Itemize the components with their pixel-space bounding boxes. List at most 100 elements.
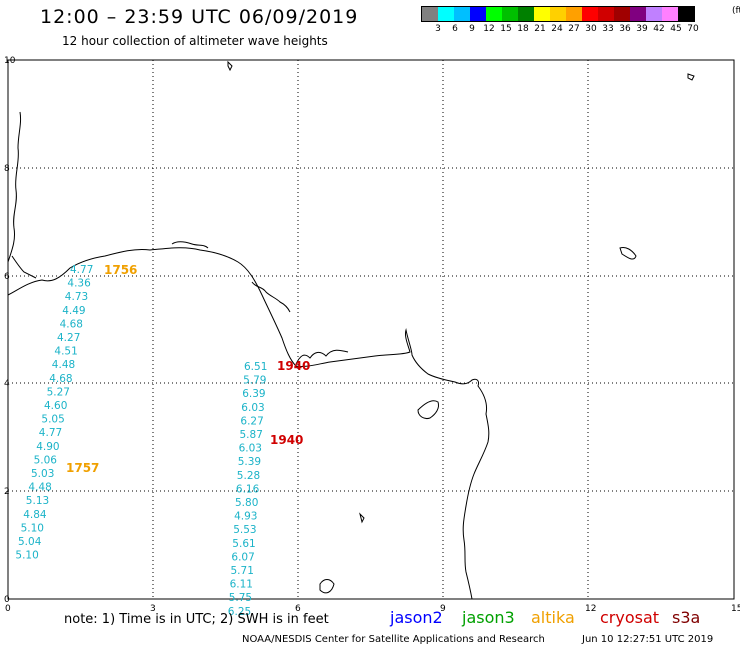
swh-value: 4.90 (36, 441, 59, 453)
legend-label: 3 (435, 24, 441, 34)
legend-label: 36 (619, 24, 631, 34)
legend-label: 27 (568, 24, 580, 34)
legend-swatch (438, 7, 454, 21)
swh-value: 4.77 (39, 427, 62, 439)
swh-value: 6.39 (242, 388, 265, 400)
swh-value: 5.06 (34, 454, 58, 466)
swh-value: 4.48 (28, 482, 51, 494)
legend-label: 21 (534, 24, 546, 34)
legend-swatch (678, 7, 694, 21)
swh-value: 5.39 (238, 456, 261, 468)
swh-value: 4.93 (234, 511, 257, 523)
legend-label: 9 (469, 24, 475, 34)
x-tick-label: 0 (5, 604, 11, 614)
x-tick-labels: 0 3 6 9 12 15 (5, 604, 740, 614)
legend-swatch (470, 7, 486, 21)
swh-value: 6.16 (236, 483, 260, 495)
map-frame (7, 59, 735, 600)
legend-label: 24 (551, 24, 563, 34)
legend-swatch (614, 7, 630, 21)
swh-value: 5.27 (47, 386, 70, 398)
swh-value: 5.04 (18, 536, 42, 548)
swh-value: 5.03 (31, 468, 54, 480)
generated-timestamp: Jun 10 12:27:51 UTC 2019 (582, 634, 714, 645)
legend-swatch (662, 7, 678, 21)
pass-time-label: 1940 (270, 433, 303, 447)
swh-value: 5.75 (229, 592, 252, 604)
swh-value: 5.80 (235, 497, 258, 509)
satellite-name: altika (531, 608, 575, 627)
legend-label: 15 (500, 24, 512, 34)
legend-unit: (ft) (732, 6, 740, 16)
x-tick-label: 12 (585, 604, 596, 614)
swh-value: 5.71 (231, 565, 254, 577)
swh-value: 5.87 (240, 429, 263, 441)
legend-swatch (550, 7, 566, 21)
y-tick-label: 2 (4, 487, 10, 497)
legend-swatch (502, 7, 518, 21)
swh-value: 6.11 (230, 579, 253, 591)
y-tick-label: 4 (4, 379, 10, 389)
pass-time-label: 1756 (104, 263, 137, 277)
legend-label: 42 (653, 24, 665, 34)
swh-value: 5.05 (41, 414, 64, 426)
credit-line: NOAA/NESDIS Center for Satellite Applica… (242, 634, 545, 645)
legend-swatch (486, 7, 502, 21)
swh-value: 5.28 (237, 470, 260, 482)
legend-label: 12 (483, 24, 495, 34)
legend-swatch (630, 7, 646, 21)
swh-value: 4.27 (57, 332, 80, 344)
swh-values: 4.774.364.734.494.684.274.514.484.685.27… (15, 264, 267, 618)
swh-value: 4.68 (49, 373, 72, 385)
legend-swatch (598, 7, 614, 21)
swh-value: 4.68 (60, 318, 83, 330)
page-title: 12:00 – 23:59 UTC 06/09/2019 (40, 6, 359, 28)
legend-label: 45 (670, 24, 682, 34)
swh-value: 6.25 (228, 606, 251, 618)
x-tick-label: 9 (440, 604, 446, 614)
swh-value: 5.79 (243, 375, 266, 387)
page-subtitle: 12 hour collection of altimeter wave hei… (62, 34, 328, 48)
swh-value: 5.10 (15, 550, 38, 562)
pass-time-labels: 1756 1757 1940 1940 (66, 263, 310, 475)
x-tick-label: 6 (295, 604, 301, 614)
swh-value: 4.48 (52, 359, 75, 371)
swh-value: 4.73 (65, 291, 88, 303)
legend-label: 39 (636, 24, 648, 34)
swh-value: 6.07 (231, 551, 254, 563)
legend-labels: 3 6 9 12 15 18 21 24 27 30 33 36 39 42 45 70 (421, 24, 699, 38)
legend-swatch (582, 7, 598, 21)
pass-time-label: 1940 (277, 359, 310, 373)
swh-value: 4.49 (62, 305, 85, 317)
y-tick-label: 6 (4, 272, 10, 282)
legend-swatch (454, 7, 470, 21)
swh-value: 6.03 (239, 443, 262, 455)
satellite-name: cryosat (600, 608, 660, 627)
legend-swatch (518, 7, 534, 21)
x-tick-label: 15 (731, 604, 740, 614)
legend-label: 33 (602, 24, 614, 34)
swh-value: 6.51 (244, 361, 267, 373)
legend-swatches (421, 6, 695, 22)
y-tick-label: 0 (4, 595, 10, 605)
legend-swatch (422, 7, 438, 21)
legend-label: 70 (687, 24, 699, 34)
y-tick-label: 8 (4, 164, 10, 174)
legend-swatch (534, 7, 550, 21)
swh-value: 6.27 (240, 415, 263, 427)
swh-value: 4.36 (67, 278, 91, 290)
grid-lines (8, 60, 734, 599)
legend-label: 18 (517, 24, 529, 34)
swh-value: 5.61 (232, 538, 255, 550)
legend-swatch (566, 7, 582, 21)
footer-note: note: 1) Time is in UTC; 2) SWH is in fe… (64, 612, 329, 627)
satellite-name: jason3 (462, 608, 515, 627)
swh-value: 4.77 (70, 264, 93, 276)
pass-time-label: 1757 (66, 461, 99, 475)
swh-value: 6.03 (241, 402, 264, 414)
swh-value: 4.51 (54, 346, 77, 358)
y-tick-label: 10 (4, 56, 16, 66)
y-tick-labels: 0 2 4 6 8 10 (4, 56, 16, 605)
